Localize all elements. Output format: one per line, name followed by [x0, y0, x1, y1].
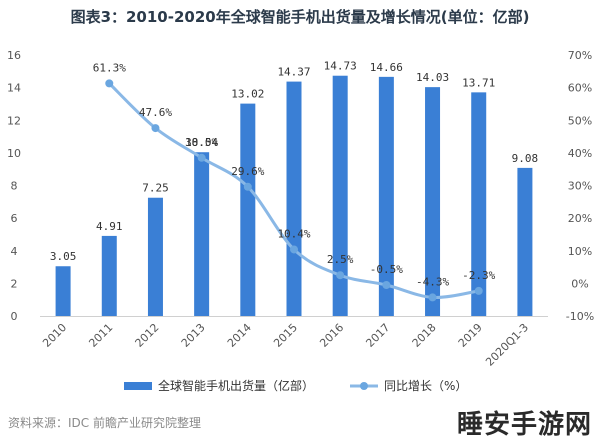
legend-line-marker: [360, 382, 368, 390]
left-tick-label: 0: [11, 310, 18, 323]
growth-point: [428, 293, 437, 302]
x-tick-label: 2016: [317, 321, 346, 350]
left-tick-label: 10: [7, 147, 21, 160]
bar: [425, 87, 441, 317]
growth-point: [105, 79, 114, 88]
growth-point: [290, 245, 298, 254]
x-tick-label: 2010: [40, 321, 69, 350]
x-tick-labels: 2010 2011 2012 2013 2014 2015 2016 2017 2018 2019…: [40, 321, 531, 369]
right-tick-label: 30%: [568, 180, 592, 193]
bar-value-label: 10.04: [185, 136, 218, 149]
bar-value-label: 7.25: [142, 182, 169, 195]
left-tick-label: 8: [11, 180, 18, 193]
bar-value-label: 9.08: [512, 152, 539, 165]
legend-bar-label: 全球智能手机出货量（亿部）: [158, 378, 314, 393]
bar: [378, 76, 394, 316]
bar: [147, 197, 163, 316]
bar: [101, 235, 117, 316]
line-value-labels: 61.3% 47.6% 38.5% 29.6% 10.4% 2.5% -0.5% -4.3%-…: [93, 61, 496, 288]
bar-value-label: 13.02: [231, 88, 264, 101]
growth-value-label: -2.3%: [462, 269, 495, 282]
bar-value-labels: 3.05 4.91 7.25 10.04 13.02 14.37 14.73 14.66 14.…: [50, 60, 538, 264]
bar: [55, 266, 71, 316]
bar: [332, 75, 348, 316]
growth-value-label: -0.5%: [370, 263, 403, 276]
bar: [517, 167, 533, 316]
left-tick-label: 14: [7, 82, 21, 95]
growth-value-label: 2.5%: [327, 253, 354, 266]
growth-value-label: 38.5%: [185, 136, 218, 149]
left-tick-label: 16: [7, 49, 21, 62]
growth-point: [382, 281, 391, 290]
x-tick-label: 2011: [86, 321, 115, 350]
bar: [194, 152, 210, 316]
bar-value-label: 14.37: [277, 66, 310, 79]
growth-value-label: -4.3%: [416, 275, 449, 288]
bar: [240, 103, 256, 316]
growth-value-label: 61.3%: [93, 61, 126, 74]
growth-value-label: 47.6%: [139, 106, 172, 119]
bar-value-label: 14.73: [324, 60, 357, 73]
growth-point: [197, 153, 206, 162]
bar-series: [55, 75, 533, 317]
x-tick-label: 2014: [225, 321, 254, 350]
growth-value-label: 10.4%: [277, 227, 310, 240]
growth-value-label: 29.6%: [231, 165, 264, 178]
right-tick-label: 20%: [568, 212, 592, 225]
left-tick-label: 6: [11, 212, 18, 225]
x-tick-label: 2015: [271, 321, 300, 350]
right-tick-label: 50%: [568, 114, 592, 127]
x-tick-label: 2019: [456, 321, 485, 350]
bar: [471, 92, 487, 316]
bar-value-label: 4.91: [96, 220, 123, 233]
x-tick-label: 2012: [133, 321, 162, 350]
bar-value-label: 13.71: [462, 76, 495, 89]
legend-line-label: 同比增长（%）: [384, 379, 467, 393]
right-tick-label: 70%: [568, 49, 592, 62]
left-tick-label: 4: [11, 245, 18, 258]
bar-value-label: 14.66: [370, 61, 403, 74]
right-tick-label: 60%: [568, 82, 592, 95]
bar: [286, 81, 302, 316]
growth-point: [151, 124, 160, 133]
watermark: 睡安手游网: [456, 410, 592, 440]
x-tick-label: 2017: [363, 321, 392, 350]
growth-point: [243, 182, 252, 191]
growth-point: [336, 271, 345, 280]
bar-value-label: 3.05: [50, 250, 77, 263]
left-tick-label: 2: [11, 277, 18, 290]
right-tick-label: -10%: [566, 310, 594, 323]
right-axis-ticks: -10% 0% 10% 20% 30% 40% 50% 60% 70%: [566, 49, 594, 323]
left-tick-label: 12: [7, 114, 21, 127]
x-tick-label: 2013: [179, 321, 208, 350]
legend: 全球智能手机出货量（亿部） 同比增长（%）: [124, 378, 467, 393]
growth-point: [474, 286, 483, 295]
legend-bar-swatch: [124, 382, 152, 390]
x-tick-label: 2018: [410, 321, 439, 350]
source-note: 资料来源：IDC 前瞻产业研究院整理: [8, 416, 201, 430]
chart-title: 图表3：2010-2020年全球智能手机出货量及增长情况(单位：亿部): [70, 8, 530, 26]
right-tick-label: 40%: [568, 147, 592, 160]
right-tick-label: 10%: [568, 245, 592, 258]
right-tick-label: 0%: [571, 277, 588, 290]
line-series: [105, 79, 483, 302]
x-tick-label: 2020Q1-3: [483, 321, 531, 369]
left-axis-ticks: 0 2 4 6 8 10 12 14 16: [7, 49, 21, 323]
bar-value-label: 14.03: [416, 71, 449, 84]
